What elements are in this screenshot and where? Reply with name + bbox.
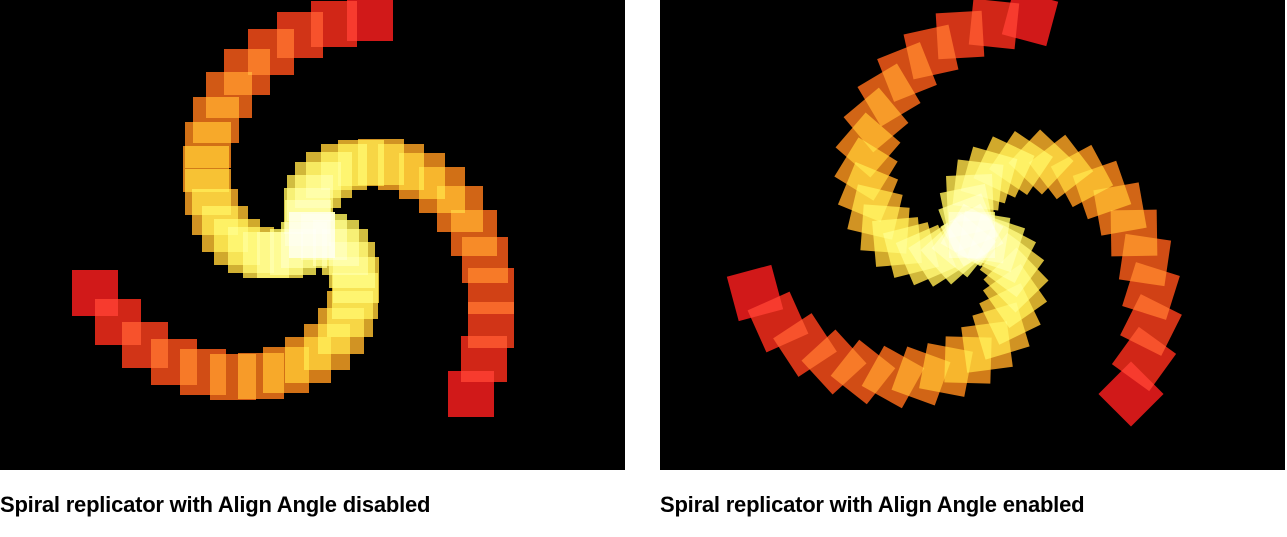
caption-align-disabled: Spiral replicator with Align Angle disab… bbox=[0, 492, 625, 518]
caption-align-enabled: Spiral replicator with Align Angle enabl… bbox=[660, 492, 1285, 518]
canvas-align-disabled bbox=[0, 0, 625, 470]
panel-align-enabled: Spiral replicator with Align Angle enabl… bbox=[660, 0, 1285, 518]
panel-align-disabled: Spiral replicator with Align Angle disab… bbox=[0, 0, 625, 518]
comparison-figure: Spiral replicator with Align Angle disab… bbox=[0, 0, 1287, 518]
replicator-cell bbox=[72, 270, 118, 316]
canvas-align-enabled bbox=[660, 0, 1285, 470]
replicator-cell bbox=[347, 0, 393, 41]
replicator-cell bbox=[448, 371, 494, 417]
